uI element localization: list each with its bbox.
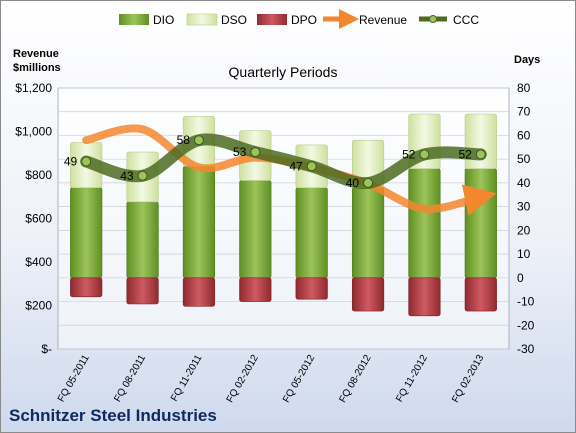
ccc-data-label: 43 <box>120 169 134 183</box>
right-axis-tick-label: 70 <box>517 105 531 119</box>
ccc-line <box>80 133 487 189</box>
left-axis-tick-label: $600 <box>25 212 52 226</box>
x-axis-tick-label: FQ 02-2013 <box>450 353 486 405</box>
right-axis-tick-label: 60 <box>517 128 531 142</box>
ccc-data-labels: 49 43 58 53 47 40 52 52 <box>64 133 472 190</box>
right-axis-tick-label: 10 <box>517 247 531 261</box>
bar-dio <box>70 187 103 279</box>
left-axis-tick-label: $- <box>41 342 52 356</box>
bar-dpo <box>351 277 385 312</box>
right-axis-tick-label: -20 <box>517 318 535 332</box>
left-axis-tick-label: $1,200 <box>15 81 52 95</box>
legend-marker-ccc <box>429 15 437 23</box>
bar-dpo <box>464 277 497 312</box>
legend-label-revenue: Revenue <box>359 13 407 27</box>
right-axis-tick-label: 30 <box>517 200 531 214</box>
right-axis-tick-label: 40 <box>517 176 531 190</box>
ccc-marker <box>193 135 204 146</box>
ccc-marker <box>306 161 317 172</box>
ccc-marker <box>137 170 148 181</box>
x-axis-tick-label: FQ 11-2011 <box>169 353 205 404</box>
bar-dpo <box>239 277 272 302</box>
bar-dio <box>126 201 159 279</box>
ccc-marker <box>475 149 486 160</box>
left-axis-tick-label: $1,000 <box>15 125 52 139</box>
ccc-marker <box>250 147 261 158</box>
bar-dio <box>295 187 328 279</box>
ccc-data-label: 58 <box>177 133 191 147</box>
ccc-marker <box>363 177 374 188</box>
lines-layer <box>80 124 497 216</box>
bar-dio <box>464 168 497 279</box>
x-axis-tick-label: FQ 08-2012 <box>337 353 373 405</box>
left-axis-tick-label: $800 <box>25 168 52 182</box>
left-axis-tick-label: $400 <box>25 255 52 269</box>
ccc-data-label: 53 <box>233 145 247 159</box>
right-axis-tick-label: 50 <box>517 152 531 166</box>
legend-label-dio: DIO <box>153 13 174 27</box>
bar-dio <box>182 166 216 279</box>
right-axis-tick-label: 80 <box>517 81 531 95</box>
plot-title: Quarterly Periods <box>229 64 338 80</box>
ccc-data-label: 47 <box>289 159 303 173</box>
legend-swatch-dio <box>119 14 149 25</box>
bar-dio <box>239 180 272 279</box>
right-axis-tick-label: -10 <box>517 295 535 309</box>
bar-dpo <box>70 277 103 298</box>
ccc-data-label: 49 <box>64 155 78 169</box>
left-axis-tick-label: $200 <box>25 299 52 313</box>
bar-dpo <box>182 277 216 307</box>
ccc-marker <box>81 156 92 167</box>
bar-dpo <box>295 277 328 300</box>
x-axis-tick-label: FQ 05-2011 <box>56 353 92 404</box>
x-axis-tick-label: FQ 11-2012 <box>394 353 430 404</box>
right-axis-tick-label: -30 <box>517 342 535 356</box>
left-axis-title-line1: Revenue <box>13 48 59 60</box>
right-axis-title: Days <box>514 54 540 66</box>
x-axis-tick-label: FQ 05-2012 <box>281 353 317 405</box>
ccc-data-label: 40 <box>346 176 360 190</box>
legend-swatch-dso <box>186 13 218 26</box>
left-axis-title-line2: $millions <box>13 62 61 74</box>
x-axis-tick-label: FQ 02-2012 <box>225 353 261 405</box>
right-axis-tick-label: 20 <box>517 223 531 237</box>
legend-label-ccc: CCC <box>453 13 479 27</box>
legend-label-dso: DSO <box>221 13 247 27</box>
right-axis-tick-label: 0 <box>517 271 524 285</box>
bar-dio <box>408 168 441 279</box>
legend-label-dpo: DPO <box>291 13 317 27</box>
ccc-data-label: 52 <box>458 147 472 161</box>
legend-swatch-dpo <box>257 14 287 25</box>
bar-dpo <box>126 277 159 305</box>
ccc-data-label: 52 <box>402 147 416 161</box>
bar-dpo <box>408 277 441 317</box>
legend: DIO DSO DPO Revenue CCC <box>119 9 479 29</box>
company-name: Schnitzer Steel Industries <box>9 406 217 425</box>
x-axis-tick-label: FQ 08-2011 <box>112 353 148 404</box>
bar-dio <box>351 187 385 279</box>
ccc-marker <box>419 149 430 160</box>
